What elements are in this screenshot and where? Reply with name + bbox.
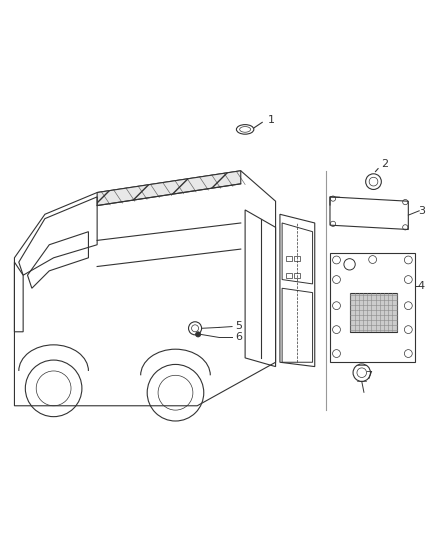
Text: 4: 4 (418, 281, 425, 291)
Text: 3: 3 (418, 206, 425, 216)
Bar (294, 256, 300, 261)
Text: 7: 7 (365, 371, 372, 381)
Bar (286, 273, 292, 278)
Bar (286, 256, 292, 261)
Polygon shape (97, 171, 241, 206)
Text: 2: 2 (381, 159, 388, 169)
Bar (294, 273, 300, 278)
Circle shape (195, 332, 201, 337)
Bar (350, 293, 397, 332)
Text: 6: 6 (235, 333, 242, 342)
Text: 1: 1 (268, 115, 275, 125)
Text: 5: 5 (235, 321, 242, 331)
